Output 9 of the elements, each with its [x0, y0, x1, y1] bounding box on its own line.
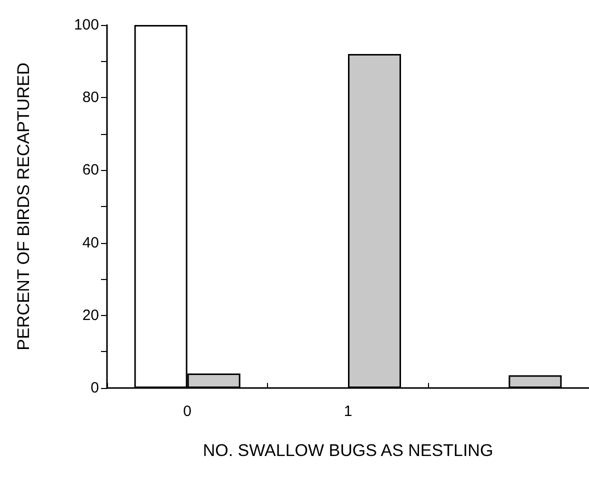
y-tick-label: 20	[82, 306, 99, 324]
y-tick-label: 0	[90, 380, 99, 396]
y-tick-label: 40	[82, 234, 99, 252]
x-axis-title: NO. SWALLOW BUGS AS NESTLING	[202, 441, 494, 460]
y-tick-label: 100	[74, 16, 99, 34]
x-tick-label: 1	[344, 403, 352, 420]
y-tick-label: 80	[82, 89, 99, 106]
y-axis-title: PERCENT OF BIRDS RECAPTURED	[14, 62, 33, 350]
y-tick-label: 60	[82, 162, 99, 179]
